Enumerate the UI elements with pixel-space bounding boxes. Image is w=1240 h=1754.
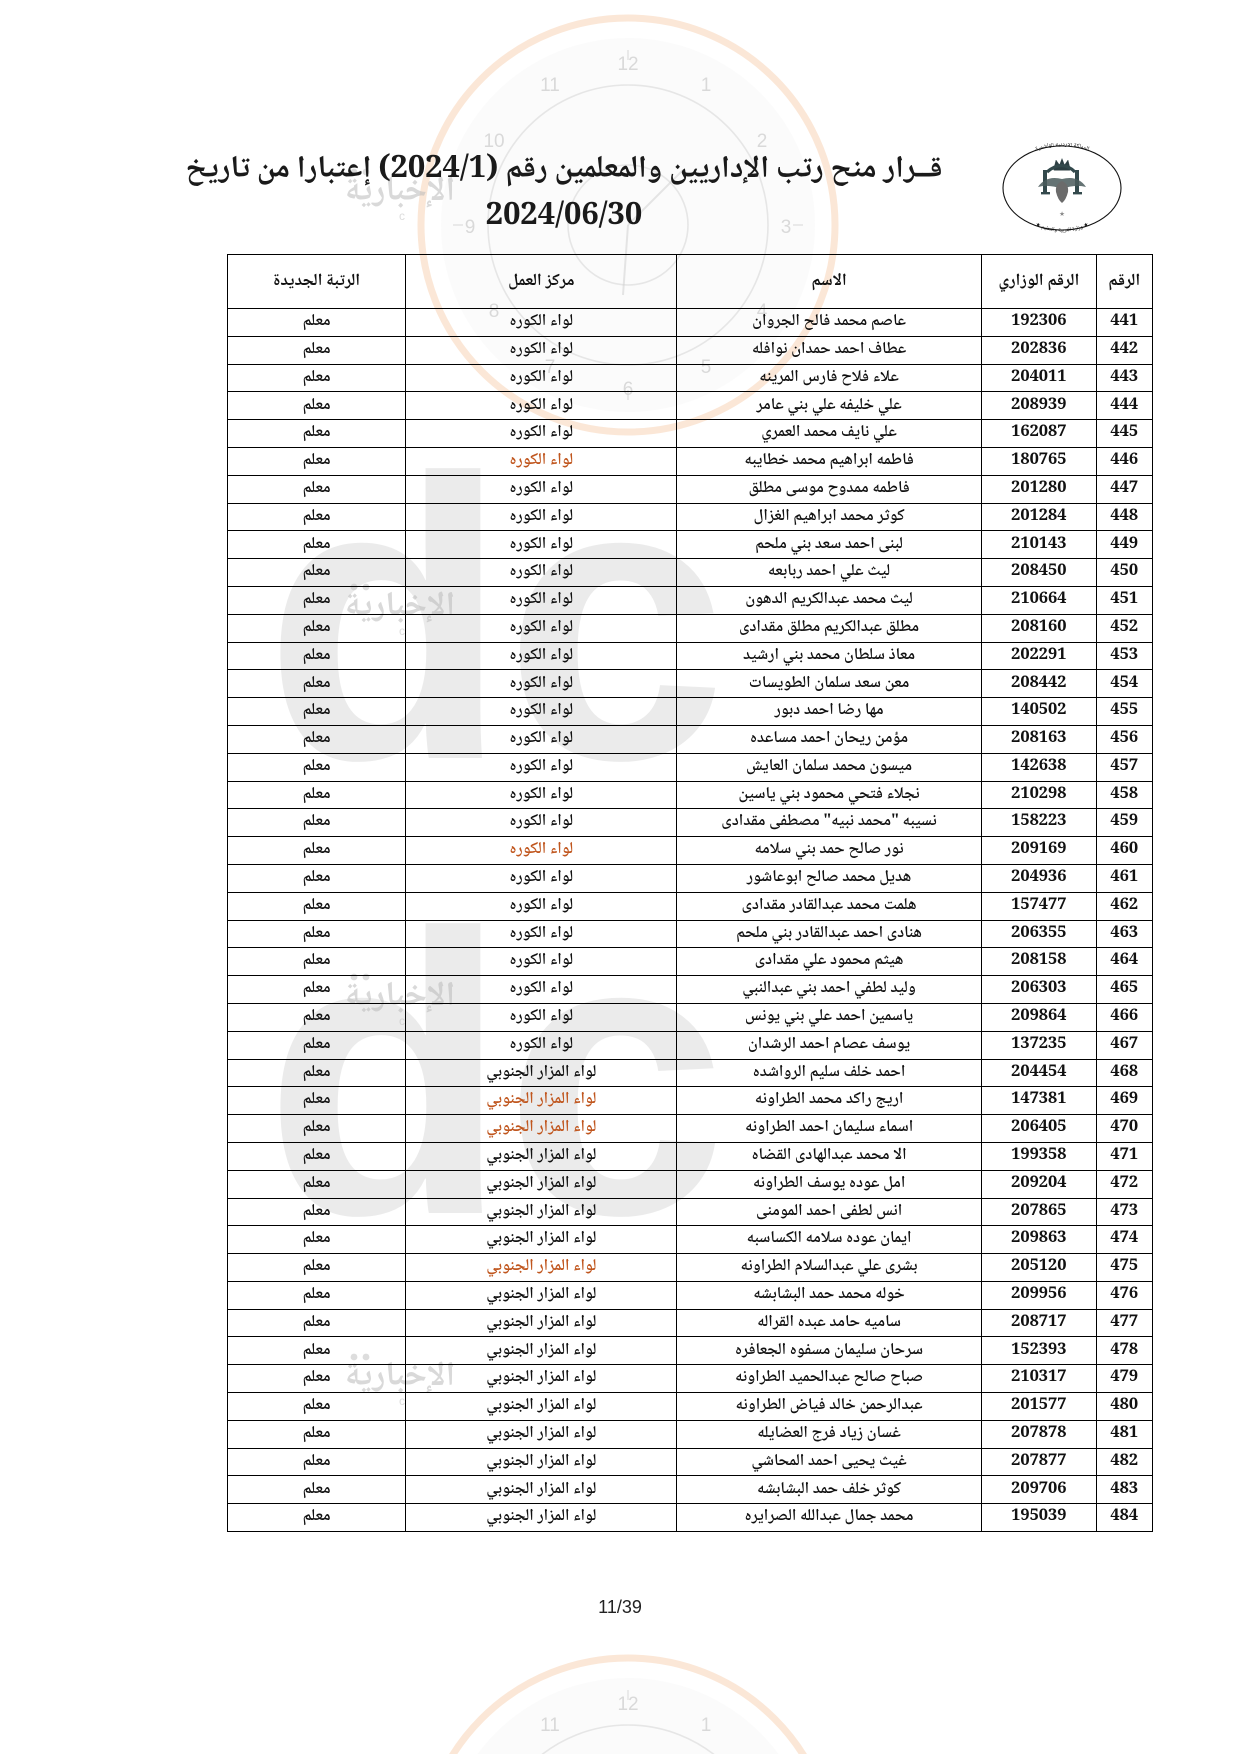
svg-text:★: ★: [1059, 210, 1065, 221]
svg-text:★ وزارة التربية والتعليم ★: ★ وزارة التربية والتعليم ★: [1034, 220, 1091, 233]
svg-text:المملكة الأردنية الهاشمية: المملكة الأردنية الهاشمية: [1033, 143, 1091, 155]
